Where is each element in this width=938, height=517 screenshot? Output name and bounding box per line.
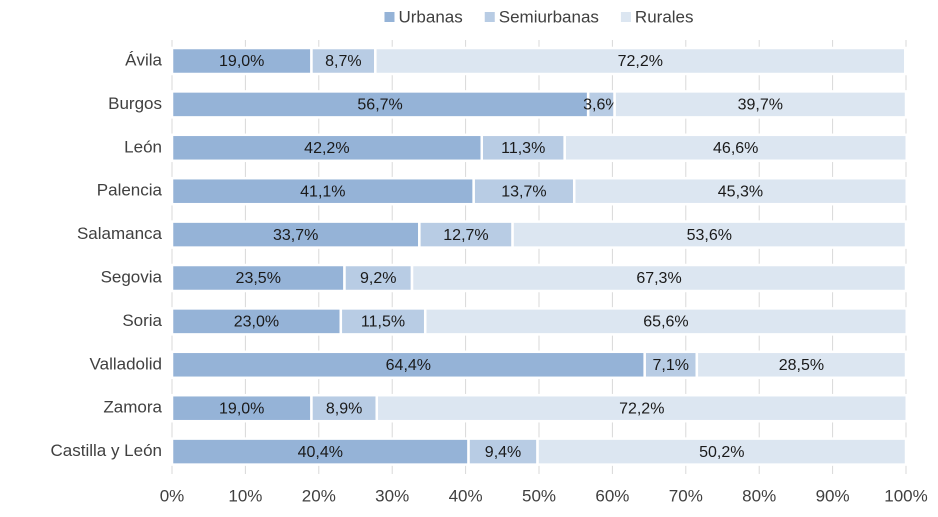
value-label: 12,7% — [443, 227, 488, 244]
bar-segment — [695, 350, 908, 380]
x-tick-label: 20% — [302, 486, 336, 505]
value-label: 67,3% — [636, 270, 681, 287]
bar-segment — [339, 307, 427, 336]
bar-segment — [170, 350, 646, 380]
value-label: 45,3% — [718, 183, 763, 200]
bar-segment — [170, 393, 313, 423]
x-tick-label: 10% — [228, 486, 262, 505]
y-tick-label: Palencia — [97, 181, 163, 200]
bar-segment — [170, 176, 475, 206]
value-label: 50,2% — [699, 444, 744, 461]
value-label: 19,0% — [219, 400, 264, 417]
bar-segment — [572, 176, 908, 206]
value-label: 64,4% — [386, 357, 431, 374]
bar-segment — [613, 90, 908, 119]
bar-segment — [170, 307, 343, 336]
value-label: 9,4% — [485, 444, 521, 461]
x-tick-label: 80% — [742, 486, 776, 505]
y-tick-label: Salamanca — [77, 224, 163, 243]
y-tick-label: Castilla y León — [50, 441, 162, 460]
x-tick-label: 90% — [816, 486, 850, 505]
bar-segment — [423, 307, 908, 336]
bar-segment — [563, 133, 908, 163]
value-label: 11,3% — [501, 140, 545, 157]
bar-segment — [343, 263, 414, 293]
value-label: 3,6% — [583, 97, 619, 114]
value-label: 46,6% — [713, 140, 758, 157]
legend-swatch — [384, 12, 395, 22]
bar-segment — [170, 46, 313, 76]
legend-swatch — [620, 12, 631, 22]
bar-segment — [536, 437, 908, 466]
value-label: 72,2% — [618, 53, 663, 70]
value-label: 39,7% — [738, 97, 783, 114]
bar-segment — [374, 46, 907, 76]
value-label: 13,7% — [501, 183, 546, 200]
bar-segment — [480, 133, 566, 163]
y-tick-label: León — [124, 137, 162, 156]
legend-label: Semiurbanas — [499, 7, 599, 26]
value-label: 53,6% — [687, 227, 732, 244]
bar-segment — [375, 393, 908, 423]
legend-swatch — [484, 12, 495, 22]
x-tick-label: 50% — [522, 486, 556, 505]
value-label: 9,2% — [360, 270, 396, 287]
value-label: 41,1% — [300, 183, 345, 200]
value-label: 23,0% — [234, 314, 279, 331]
y-tick-label: Burgos — [108, 94, 162, 113]
bar-segment — [643, 350, 699, 380]
x-tick-label: 0% — [160, 486, 185, 505]
value-label: 65,6% — [643, 314, 688, 331]
value-label: 56,7% — [357, 97, 402, 114]
value-label: 28,5% — [779, 357, 824, 374]
value-label: 23,5% — [236, 270, 281, 287]
value-label: 33,7% — [273, 227, 318, 244]
bar-segment — [472, 176, 576, 206]
x-tick-label: 100% — [884, 486, 927, 505]
x-tick-label: 60% — [595, 486, 629, 505]
y-tick-label: Valladolid — [90, 354, 162, 373]
legend-label: Urbanas — [398, 7, 462, 26]
y-tick-label: Zamora — [103, 398, 162, 417]
value-label: 40,4% — [298, 444, 343, 461]
bar-segment — [310, 393, 379, 423]
bar-segment — [511, 220, 908, 249]
bar-segment — [170, 437, 470, 466]
legend-label: Rurales — [635, 7, 694, 26]
y-tick-label: Ávila — [125, 50, 162, 69]
x-tick-label: 40% — [449, 486, 483, 505]
x-tick-label: 30% — [375, 486, 409, 505]
x-tick-label: 70% — [669, 486, 703, 505]
value-label: 72,2% — [619, 400, 664, 417]
bar-segment — [170, 263, 346, 293]
value-label: 7,1% — [653, 357, 689, 374]
bar-segment — [410, 263, 908, 293]
value-label: 11,5% — [361, 314, 405, 331]
value-label: 19,0% — [219, 53, 264, 70]
y-tick-label: Soria — [122, 311, 162, 330]
value-label: 8,7% — [325, 53, 361, 70]
bar-segment — [586, 90, 616, 119]
value-label: 8,9% — [326, 400, 362, 417]
bar-segment — [170, 90, 590, 119]
value-label: 42,2% — [304, 140, 349, 157]
y-tick-label: Segovia — [101, 267, 163, 286]
